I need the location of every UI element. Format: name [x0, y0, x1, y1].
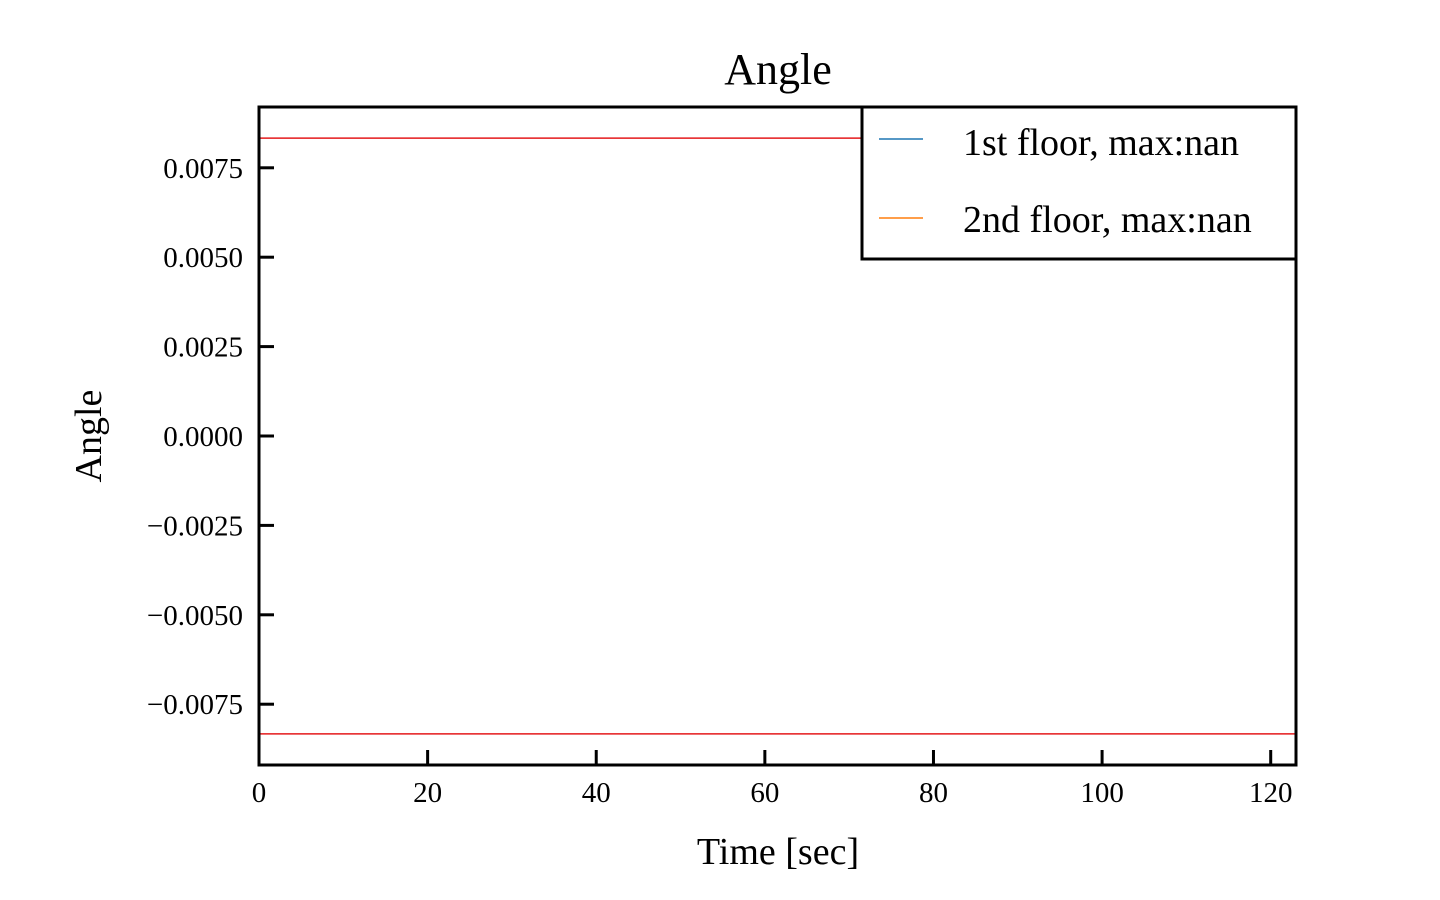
legend: 1st floor, max:nan 2nd floor, max:nan	[862, 107, 1296, 259]
x-axis-label: Time [sec]	[697, 831, 859, 873]
y-tick-label: 0.0050	[163, 242, 243, 274]
y-tick-label: 0.0075	[163, 153, 243, 185]
y-tick-label: 0.0025	[163, 332, 243, 364]
y-tick-label: 0.0000	[163, 421, 243, 453]
x-tick-label: 60	[750, 777, 779, 809]
x-tick-label: 20	[413, 777, 442, 809]
x-tick-label: 0	[252, 777, 267, 809]
legend-label-1st-floor: 1st floor, max:nan	[963, 122, 1239, 164]
y-tick-label: −0.0075	[147, 689, 243, 721]
x-tick-label: 80	[919, 777, 948, 809]
x-tick-label: 100	[1080, 777, 1124, 809]
y-tick-label: −0.0025	[147, 510, 243, 542]
y-axis-ticks: 0.0075 0.0050 0.0025 0.0000 −0.0025 −0.0050 −0…	[147, 153, 274, 721]
x-tick-label: 40	[582, 777, 611, 809]
y-tick-label: −0.0050	[147, 600, 243, 632]
chart-title: Angle	[724, 45, 832, 94]
x-axis-ticks: 0 20 40 60 80 100 120	[252, 750, 1293, 809]
x-tick-label: 120	[1249, 777, 1293, 809]
y-axis-label: Angle	[68, 390, 110, 483]
legend-label-2nd-floor: 2nd floor, max:nan	[963, 199, 1252, 241]
